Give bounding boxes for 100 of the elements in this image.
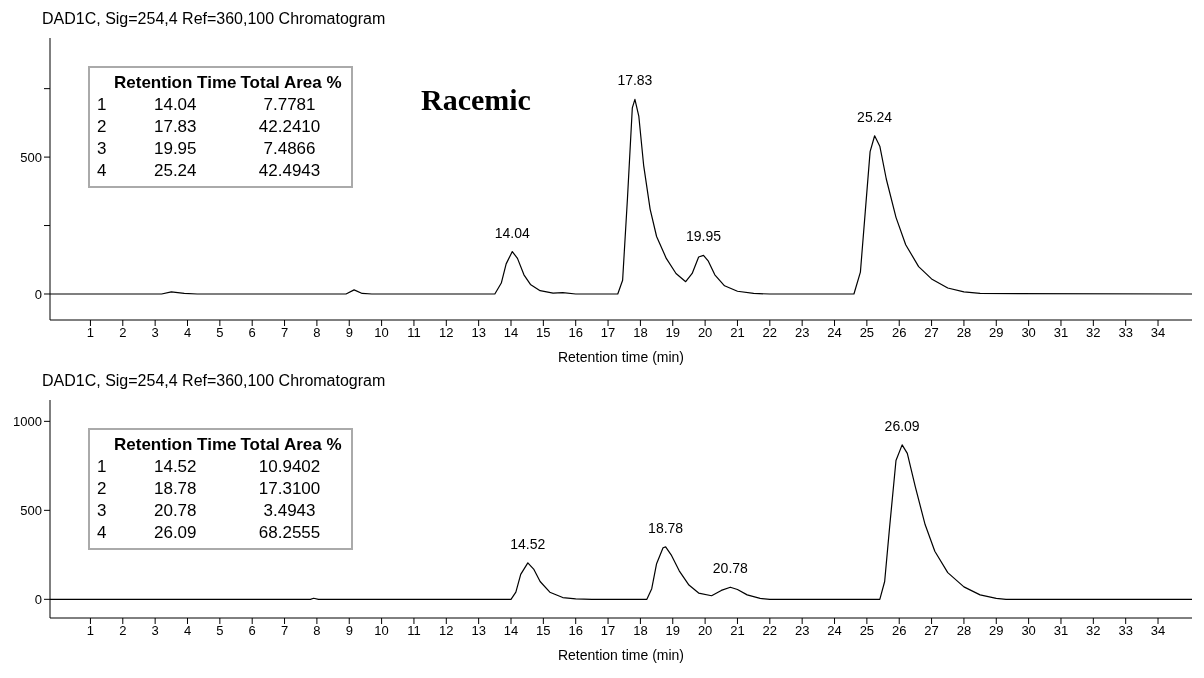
annotation: 4 xyxy=(96,160,108,182)
annotation: 14.52 xyxy=(510,535,546,552)
x-tick-label: 15 xyxy=(536,623,551,639)
x-tick-label: 18 xyxy=(633,623,648,639)
x-tick-label: 5 xyxy=(216,623,224,639)
x-tick-label: 4 xyxy=(183,623,192,639)
x-tick-label: 23 xyxy=(794,623,810,639)
x-tick-label: 2 xyxy=(119,325,127,341)
x-tick-label: 12 xyxy=(439,623,454,639)
x-tick-label: 33 xyxy=(1118,623,1133,639)
annotation: 10.9402 xyxy=(257,456,322,478)
x-tick-label: 26 xyxy=(891,623,907,639)
x-tick-label: 32 xyxy=(1086,623,1101,639)
x-tick-label: 31 xyxy=(1053,325,1069,341)
annotation: 3 xyxy=(96,138,108,160)
x-tick-label: 4 xyxy=(183,325,192,341)
annotation: 7.4866 xyxy=(262,138,317,160)
x-tick-label: 19 xyxy=(665,623,680,639)
x-tick-label: 21 xyxy=(730,325,745,341)
x-tick-label: 7 xyxy=(280,325,289,341)
x-tick-label: 29 xyxy=(989,623,1004,639)
x-axis-title: Retention time (min) xyxy=(557,647,685,663)
annotation: 3 xyxy=(96,500,108,522)
x-tick-label: 30 xyxy=(1021,325,1036,341)
x-tick-label: 25 xyxy=(859,325,875,341)
chart-title: DAD1C, Sig=254,4 Ref=360,100 Chromatogram xyxy=(42,372,386,390)
x-tick-label: 17 xyxy=(600,325,616,341)
x-tick-label: 14 xyxy=(503,325,519,341)
x-tick-label: 32 xyxy=(1086,325,1101,341)
annotation: 17.83 xyxy=(152,116,198,138)
annotation: 25.24 xyxy=(152,160,198,182)
annotation: 1 xyxy=(96,94,108,116)
x-tick-label: 27 xyxy=(924,325,939,341)
x-tick-label: 16 xyxy=(568,325,583,341)
x-tick-label: 3 xyxy=(151,325,159,341)
x-tick-label: 11 xyxy=(407,325,421,341)
y-tick-label: 0 xyxy=(34,286,42,302)
x-tick-label: 10 xyxy=(374,325,389,341)
x-tick-label: 29 xyxy=(989,325,1004,341)
x-tick-label: 11 xyxy=(407,623,421,639)
x-tick-label: 16 xyxy=(568,623,583,639)
x-tick-label: 28 xyxy=(956,325,972,341)
x-tick-label: 1 xyxy=(86,325,95,341)
x-tick-label: 13 xyxy=(471,623,486,639)
x-tick-label: 3 xyxy=(151,623,159,639)
x-tick-label: 2 xyxy=(119,623,127,639)
annotation: Racemic xyxy=(421,83,531,117)
x-tick-label: 20 xyxy=(697,623,713,639)
y-tick-label: 500 xyxy=(20,502,42,518)
x-tick-label: 9 xyxy=(345,623,353,639)
x-tick-label: 8 xyxy=(313,623,321,639)
annotation: 2 xyxy=(96,116,108,138)
x-tick-label: 34 xyxy=(1150,623,1166,639)
y-tick-label: 500 xyxy=(20,149,42,165)
annotation: Retention Time xyxy=(114,72,237,94)
annotation: 25.24 xyxy=(857,108,893,125)
x-tick-label: 6 xyxy=(248,623,256,639)
x-tick-label: 26 xyxy=(891,325,907,341)
annotation: 14.04 xyxy=(152,94,198,116)
x-tick-label: 7 xyxy=(280,623,289,639)
annotation: Total Area % xyxy=(239,434,343,456)
x-tick-label: 27 xyxy=(924,623,939,639)
x-tick-label: 15 xyxy=(536,325,551,341)
x-tick-label: 23 xyxy=(794,325,810,341)
annotation: 20.78 xyxy=(712,560,749,577)
annotation: 1 xyxy=(96,456,108,478)
annotation: 42.2410 xyxy=(257,116,322,138)
x-tick-label: 25 xyxy=(859,623,875,639)
annotation: 2 xyxy=(96,478,108,500)
x-tick-label: 19 xyxy=(665,325,680,341)
x-axis-title: Retention time (min) xyxy=(557,349,685,365)
annotation: 14.52 xyxy=(152,456,198,478)
annotation: 3.4943 xyxy=(262,500,317,522)
annotation: 14.04 xyxy=(494,224,531,241)
x-tick-label: 13 xyxy=(471,325,486,341)
x-tick-label: 24 xyxy=(827,623,842,639)
annotation: 18.78 xyxy=(152,478,198,500)
x-tick-label: 18 xyxy=(633,325,648,341)
x-tick-label: 28 xyxy=(956,623,972,639)
annotation: 19.95 xyxy=(685,228,722,245)
annotation: 17.83 xyxy=(617,72,653,89)
x-tick-label: 22 xyxy=(762,623,778,639)
annotation: 20.78 xyxy=(152,500,198,522)
annotation: 7.7781 xyxy=(262,94,317,116)
annotation: 19.95 xyxy=(152,138,198,160)
y-tick-label: 0 xyxy=(34,591,42,607)
x-tick-label: 24 xyxy=(827,325,842,341)
annotation: Retention Time xyxy=(114,434,237,456)
x-tick-label: 12 xyxy=(439,325,454,341)
x-tick-label: 31 xyxy=(1053,623,1069,639)
annotation: 17.3100 xyxy=(257,478,322,500)
x-tick-label: 22 xyxy=(762,325,778,341)
x-tick-label: 17 xyxy=(600,623,616,639)
annotation: 26.09 xyxy=(884,417,920,434)
annotation: 4 xyxy=(96,522,108,544)
annotation: 18.78 xyxy=(648,519,684,536)
y-tick-label: 1000 xyxy=(13,413,42,429)
annotation: 42.4943 xyxy=(257,160,322,182)
x-tick-label: 33 xyxy=(1118,325,1133,341)
x-tick-label: 30 xyxy=(1021,623,1036,639)
